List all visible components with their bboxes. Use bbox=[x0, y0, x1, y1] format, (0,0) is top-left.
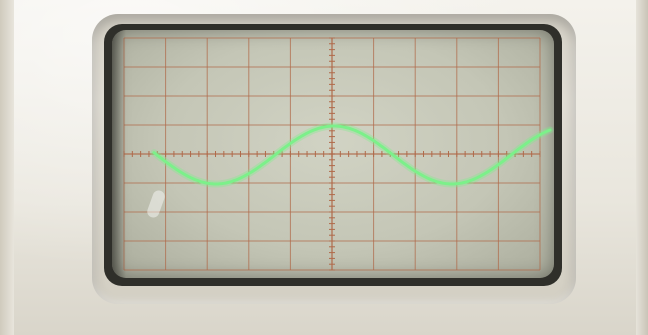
crt-screen bbox=[112, 30, 554, 278]
bezel-left-edge bbox=[0, 0, 14, 335]
bezel-right-edge bbox=[636, 0, 648, 335]
screen-edge-shadow bbox=[112, 30, 126, 278]
sine-waveform-trace bbox=[152, 124, 552, 186]
waveform-trace-glow bbox=[150, 122, 554, 188]
graticule-and-trace bbox=[123, 37, 554, 271]
graticule-center-ticks bbox=[123, 37, 541, 271]
